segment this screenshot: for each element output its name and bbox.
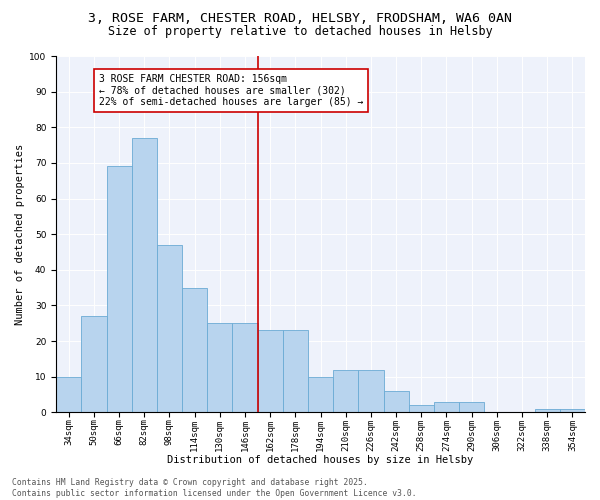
Bar <box>82 316 107 412</box>
Text: Size of property relative to detached houses in Helsby: Size of property relative to detached ho… <box>107 25 493 38</box>
Bar <box>56 376 82 412</box>
Bar <box>434 402 459 412</box>
Bar <box>257 330 283 412</box>
Bar <box>131 138 157 412</box>
Bar <box>308 376 333 412</box>
Text: Contains HM Land Registry data © Crown copyright and database right 2025.
Contai: Contains HM Land Registry data © Crown c… <box>12 478 416 498</box>
Bar <box>283 330 308 412</box>
Bar <box>383 391 409 412</box>
Bar <box>232 324 257 412</box>
Bar <box>107 166 131 412</box>
Bar <box>358 370 383 412</box>
X-axis label: Distribution of detached houses by size in Helsby: Distribution of detached houses by size … <box>167 455 473 465</box>
Bar <box>333 370 358 412</box>
Bar <box>560 409 585 412</box>
Text: 3, ROSE FARM, CHESTER ROAD, HELSBY, FRODSHAM, WA6 0AN: 3, ROSE FARM, CHESTER ROAD, HELSBY, FROD… <box>88 12 512 26</box>
Text: 3 ROSE FARM CHESTER ROAD: 156sqm
← 78% of detached houses are smaller (302)
22% : 3 ROSE FARM CHESTER ROAD: 156sqm ← 78% o… <box>99 74 364 107</box>
Bar <box>182 288 207 412</box>
Bar <box>157 245 182 412</box>
Bar <box>535 409 560 412</box>
Bar <box>459 402 484 412</box>
Bar <box>409 405 434 412</box>
Y-axis label: Number of detached properties: Number of detached properties <box>15 144 25 325</box>
Bar <box>207 324 232 412</box>
